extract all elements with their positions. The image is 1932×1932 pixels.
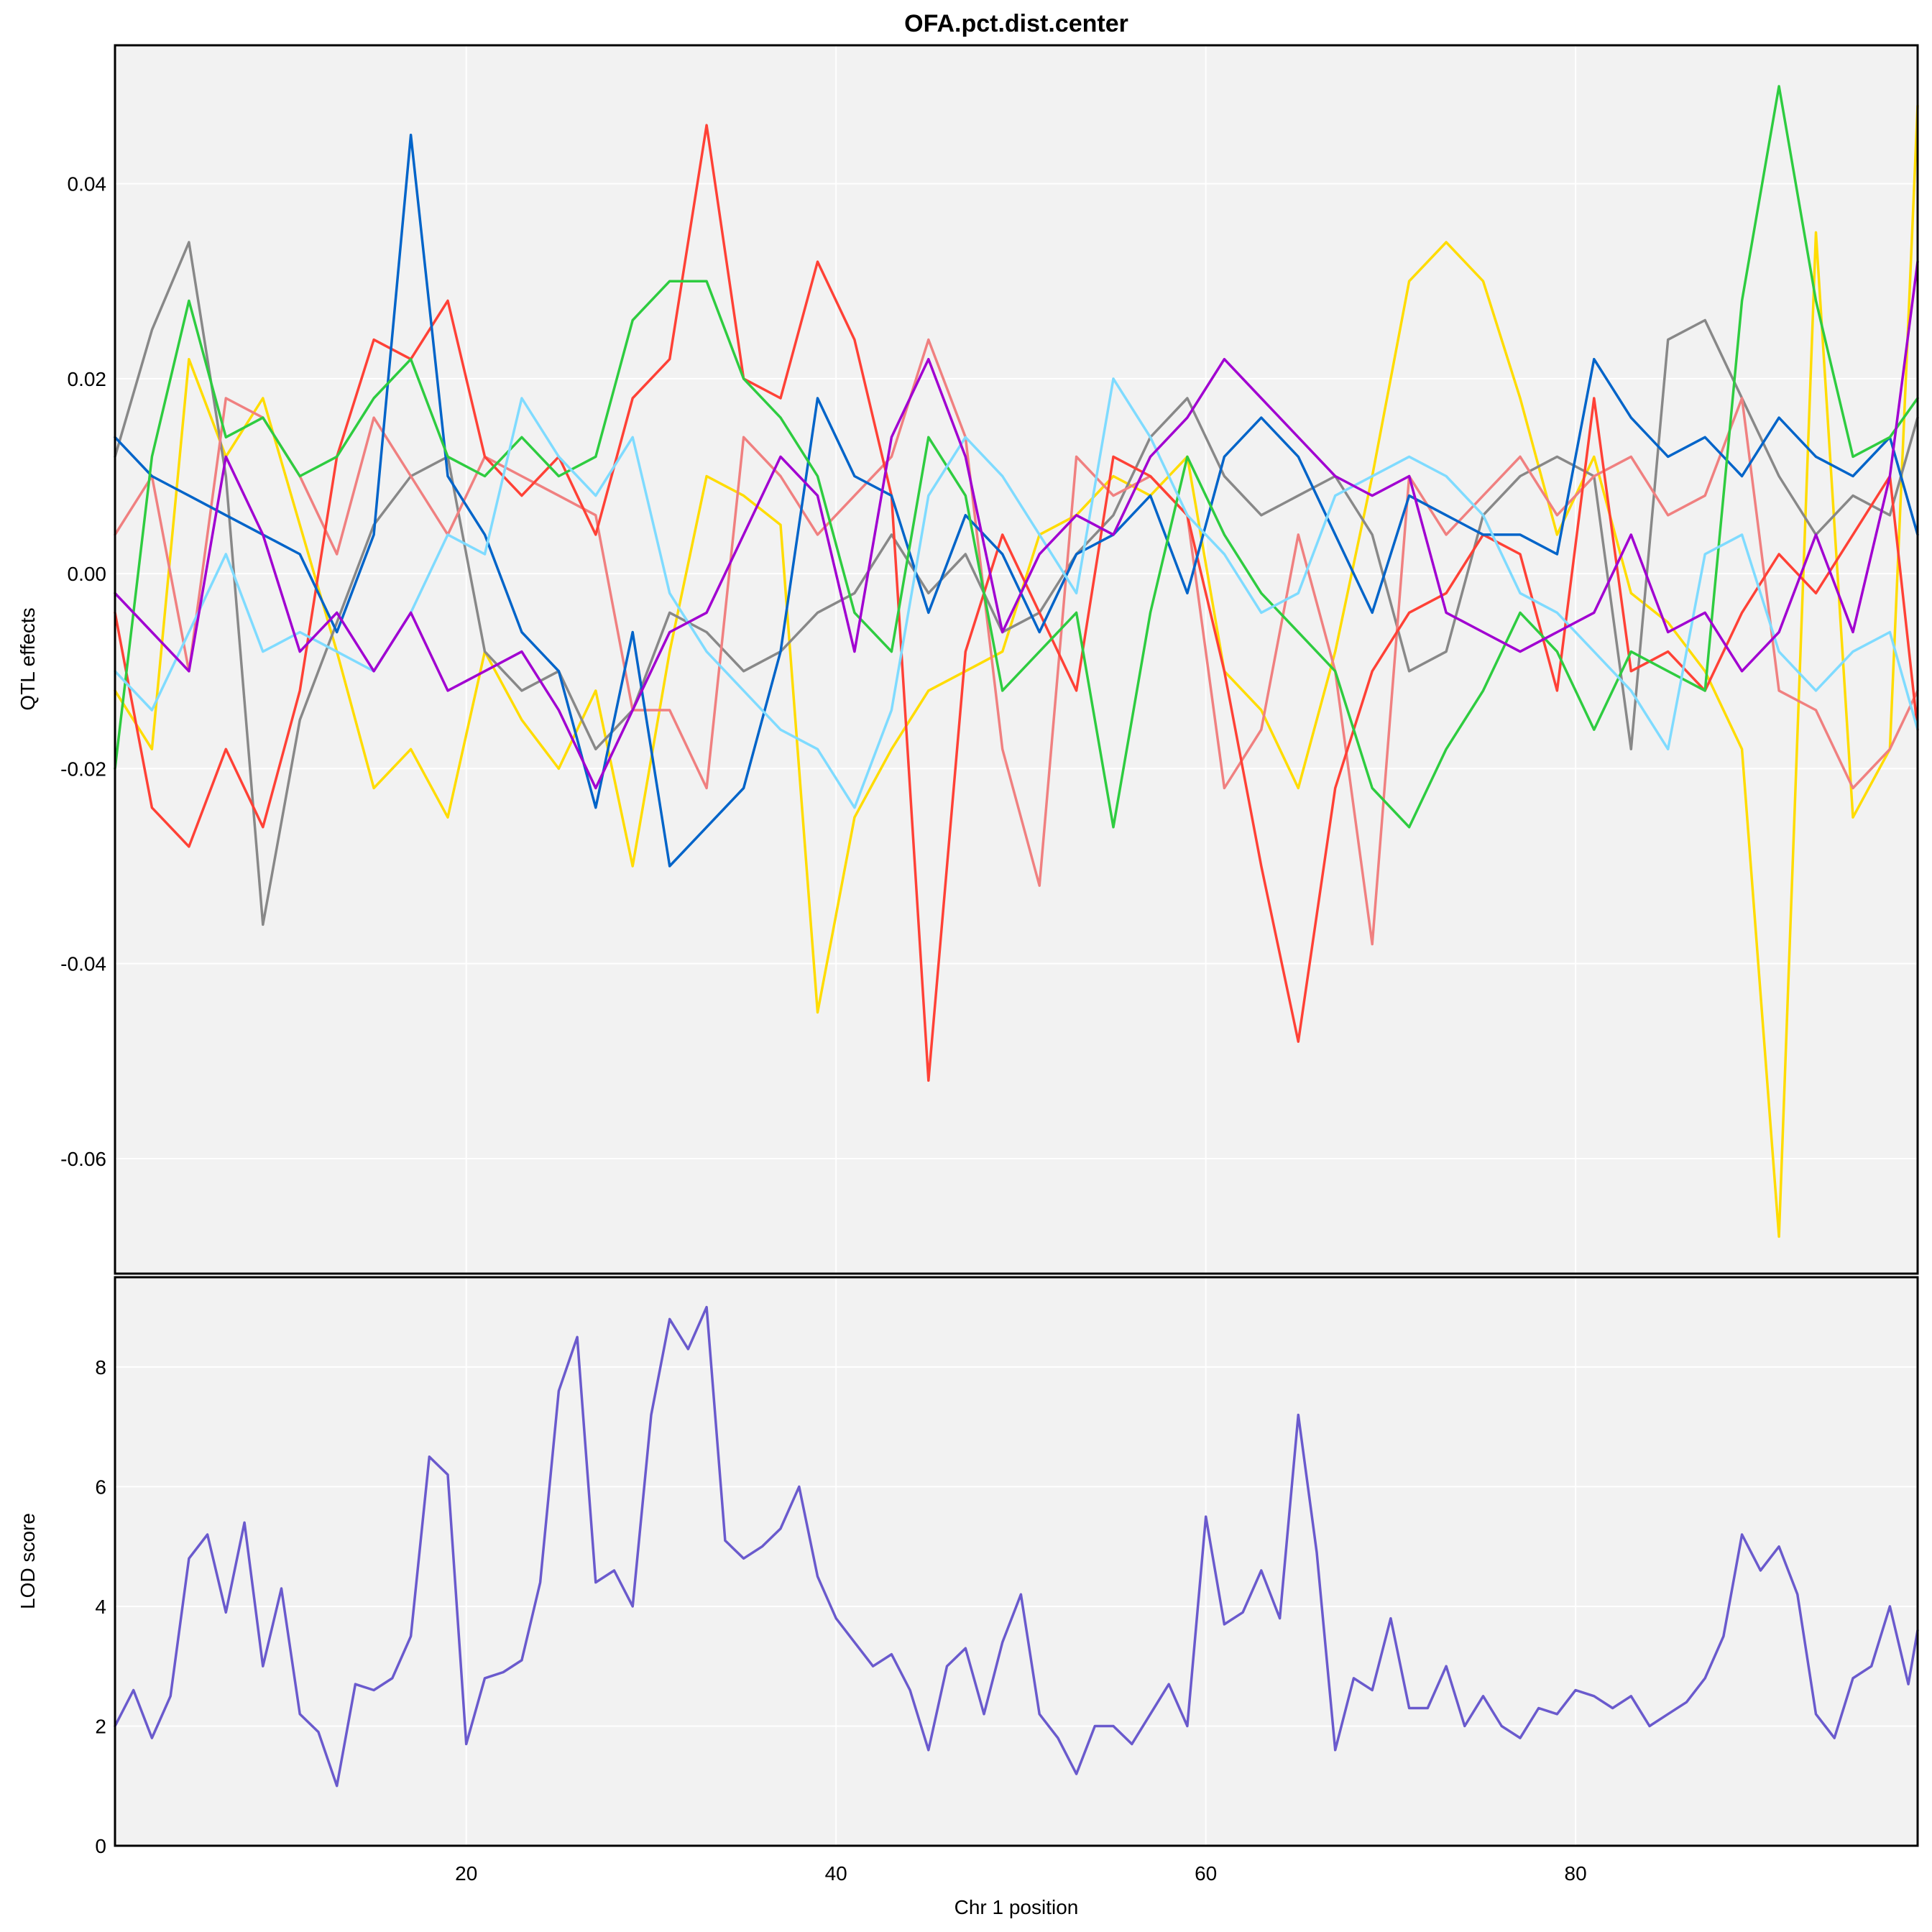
effects-series-group — [114, 85, 1919, 1238]
y-tick-label: 6 — [95, 1476, 106, 1498]
y-tick-label: -0.06 — [60, 1148, 106, 1170]
series-line-8 — [114, 260, 1919, 790]
y-tick-label: 0 — [95, 1835, 106, 1857]
lod-score-panel: 0 2 4 6 8 20 40 60 80 LOD score Chr 1 position — [17, 1276, 1919, 1918]
x-tick-label: 20 — [455, 1862, 477, 1885]
chart-title: OFA.pct.dist.center — [904, 10, 1128, 37]
x-tick-label: 80 — [1565, 1862, 1587, 1885]
effects-plot-background — [115, 45, 1918, 1274]
x-axis-label: Chr 1 position — [954, 1896, 1079, 1918]
series-line-2 — [114, 241, 1919, 926]
x-tick-label: 60 — [1195, 1862, 1217, 1885]
y-tick-label: 0.04 — [68, 173, 107, 196]
lod-series-group — [114, 1305, 1919, 1788]
y-tick-label: -0.02 — [60, 758, 106, 780]
y-tick-label: 0.00 — [68, 563, 107, 585]
x-axis: 20 40 60 80 — [455, 1862, 1587, 1885]
lod-y-axis: 0 2 4 6 8 — [95, 1356, 106, 1857]
lod-y-axis-label: LOD score — [17, 1513, 39, 1609]
lod-plot-background — [115, 1277, 1918, 1846]
series-line-7 — [114, 377, 1919, 809]
x-tick-label: 40 — [825, 1862, 847, 1885]
series-line-6 — [114, 85, 1919, 829]
series-line-3 — [114, 338, 1919, 946]
series-line-4 — [114, 124, 1919, 1082]
series-line-1 — [114, 1305, 1919, 1788]
y-tick-label: 2 — [95, 1715, 106, 1737]
y-tick-label: 4 — [95, 1596, 106, 1618]
y-tick-label: 8 — [95, 1356, 106, 1379]
effects-y-axis: -0.06 -0.04 -0.02 0.00 0.02 0.04 — [60, 173, 106, 1170]
qtl-effects-panel: -0.06 -0.04 -0.02 0.00 0.02 0.04 QTL effects — [17, 44, 1919, 1275]
y-tick-label: 0.02 — [68, 368, 107, 390]
effects-plot-border — [114, 44, 1919, 1275]
y-tick-label: -0.04 — [60, 953, 106, 975]
lod-plot-border — [114, 1276, 1919, 1847]
effects-y-axis-label: QTL effects — [17, 607, 39, 710]
